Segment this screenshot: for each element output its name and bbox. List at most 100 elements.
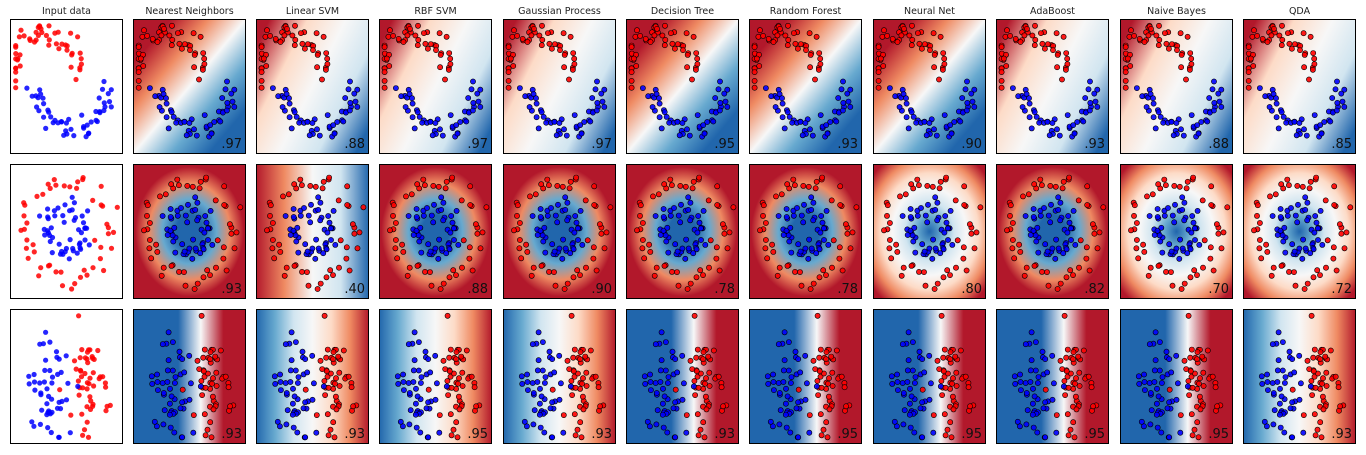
point-class-red xyxy=(448,384,455,391)
point-class-blue xyxy=(546,348,553,355)
point-class-red xyxy=(1343,229,1350,236)
point-class-red xyxy=(1096,229,1103,236)
point-class-red xyxy=(875,78,882,84)
point-class-blue xyxy=(428,212,435,219)
point-class-blue xyxy=(552,212,559,219)
point-class-red xyxy=(770,39,777,45)
point-class-red xyxy=(1210,267,1217,274)
point-class-blue xyxy=(549,434,556,441)
point-class-blue xyxy=(549,241,556,248)
point-class-red xyxy=(207,272,213,278)
point-class-blue xyxy=(934,217,941,224)
point-class-blue xyxy=(148,373,155,380)
point-class-red xyxy=(662,22,668,29)
point-class-blue xyxy=(179,356,186,362)
point-class-blue xyxy=(929,255,936,262)
point-class-blue xyxy=(797,369,804,376)
point-class-red xyxy=(1070,356,1076,362)
point-class-red xyxy=(572,384,579,391)
point-class-blue xyxy=(1026,114,1033,121)
point-class-red xyxy=(210,375,216,382)
point-class-red xyxy=(806,30,813,37)
point-class-red xyxy=(324,411,331,418)
point-class-blue xyxy=(1082,95,1089,101)
panel-linearly_separable-7: .95 xyxy=(873,309,986,444)
point-class-blue xyxy=(1311,112,1318,118)
point-class-blue xyxy=(969,98,976,105)
point-class-blue xyxy=(1262,93,1269,100)
point-class-blue xyxy=(567,383,574,390)
score-label: .95 xyxy=(714,137,735,152)
point-class-blue xyxy=(900,421,907,428)
point-class-blue xyxy=(1179,245,1186,252)
point-class-blue xyxy=(1030,385,1036,392)
point-class-red xyxy=(1310,66,1316,73)
point-class-blue xyxy=(1286,348,1293,355)
point-class-blue xyxy=(1028,125,1035,132)
point-class-blue xyxy=(31,423,37,429)
point-class-red xyxy=(1197,375,1203,382)
point-class-blue xyxy=(427,248,434,255)
point-class-red xyxy=(201,55,208,62)
point-class-blue xyxy=(541,224,548,231)
point-class-blue xyxy=(808,206,815,213)
point-class-blue xyxy=(324,229,331,236)
point-class-red xyxy=(15,56,21,62)
point-class-blue xyxy=(1284,212,1291,219)
point-class-red xyxy=(937,178,944,185)
point-class-blue xyxy=(1269,213,1276,219)
point-class-blue xyxy=(601,86,608,93)
point-class-red xyxy=(697,426,704,433)
point-class-red xyxy=(962,373,969,380)
point-class-blue xyxy=(660,424,667,431)
point-class-red xyxy=(459,383,466,389)
point-class-blue xyxy=(352,98,359,105)
point-class-blue xyxy=(657,367,664,374)
point-class-blue xyxy=(411,125,418,132)
point-class-red xyxy=(1023,264,1030,271)
point-class-red xyxy=(425,386,432,393)
panel-moons-1: .97 xyxy=(133,19,246,154)
point-class-blue xyxy=(290,214,297,220)
point-class-blue xyxy=(781,329,788,336)
point-class-red xyxy=(1128,27,1134,34)
point-class-red xyxy=(302,386,309,393)
point-class-blue xyxy=(1294,219,1301,226)
point-class-blue xyxy=(1273,100,1280,107)
point-class-red xyxy=(810,357,817,364)
point-class-blue xyxy=(1070,122,1077,128)
point-class-blue xyxy=(1091,90,1098,97)
point-class-blue xyxy=(645,93,652,100)
point-class-red xyxy=(212,353,219,360)
axes-frame xyxy=(996,309,1109,444)
point-class-blue xyxy=(679,352,686,359)
point-class-blue xyxy=(540,339,546,345)
point-class-blue xyxy=(71,217,77,223)
point-class-blue xyxy=(1281,224,1288,231)
point-class-blue xyxy=(1310,246,1317,253)
point-class-red xyxy=(689,185,696,192)
point-class-blue xyxy=(277,379,284,385)
point-class-blue xyxy=(1044,248,1051,255)
point-class-blue xyxy=(1270,390,1277,396)
point-class-red xyxy=(713,255,720,262)
axes-frame xyxy=(1243,164,1356,299)
point-class-red xyxy=(153,241,159,248)
point-class-red xyxy=(782,32,789,39)
score-label: .80 xyxy=(961,282,982,297)
column-title-naive-bayes: Naive Bayes xyxy=(1147,6,1206,17)
axes-frame xyxy=(503,309,616,444)
point-class-red xyxy=(222,373,229,380)
point-class-blue xyxy=(1150,100,1157,107)
point-class-blue xyxy=(168,393,175,400)
point-class-blue xyxy=(1151,367,1158,374)
point-class-red xyxy=(571,61,578,67)
point-class-blue xyxy=(1027,232,1034,238)
point-class-blue xyxy=(543,119,550,126)
point-class-blue xyxy=(535,125,542,132)
point-class-blue xyxy=(1288,205,1294,211)
point-class-blue xyxy=(1055,206,1062,213)
point-class-red xyxy=(539,37,546,43)
point-class-blue xyxy=(282,213,289,219)
point-class-blue xyxy=(537,206,544,212)
